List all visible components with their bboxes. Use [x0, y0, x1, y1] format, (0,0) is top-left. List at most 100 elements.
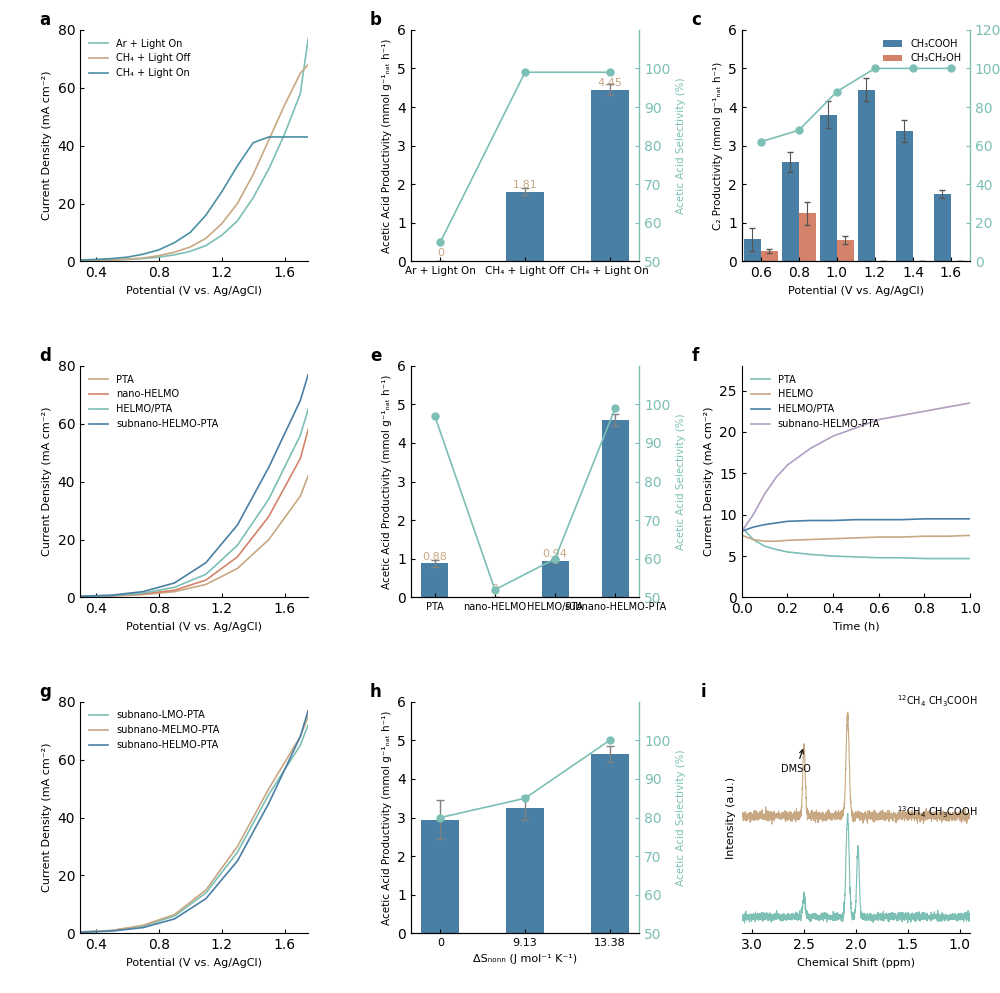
PTA — [137, 589, 149, 601]
Y-axis label: Acetic Acid Selectivity (%): Acetic Acid Selectivity (%) — [676, 413, 686, 550]
Bar — [542, 561, 569, 598]
PTA — [850, 551, 862, 563]
Text: c: c — [692, 11, 701, 29]
nano-HELMO — [105, 590, 117, 602]
PTA — [964, 552, 976, 564]
Text: DMSO: DMSO — [781, 750, 811, 774]
Ar + Light On — [153, 251, 165, 263]
Line: HELMO: HELMO — [742, 535, 970, 541]
subnano-HELMO-PTA — [302, 368, 314, 380]
Ar + Light On — [90, 254, 102, 266]
Legend: PTA, nano-HELMO, HELMO/PTA, subnano-HELMO-PTA: PTA, nano-HELMO, HELMO/PTA, subnano-HELM… — [85, 370, 222, 433]
Y-axis label: Current Density (mA cm⁻²): Current Density (mA cm⁻²) — [42, 71, 52, 220]
HELMO/PTA — [168, 581, 180, 593]
subnano-MELMO-PTA — [74, 926, 86, 938]
Ar + Light On — [168, 249, 180, 261]
Bar — [506, 808, 544, 933]
subnano-LMO-PTA — [231, 846, 243, 858]
subnano-HELMO-PTA — [770, 472, 782, 484]
CH₄ + Light Off — [121, 253, 133, 265]
X-axis label: Potential (V vs. Ag/AgCl): Potential (V vs. Ag/AgCl) — [126, 622, 262, 632]
HELMO/PTA — [918, 513, 930, 525]
subnano-MELMO-PTA — [263, 782, 275, 794]
X-axis label: Time (h): Time (h) — [833, 622, 879, 632]
CH₄ + Light On — [200, 210, 212, 221]
subnano-HELMO-PTA — [105, 589, 117, 601]
Text: 4.45: 4.45 — [597, 77, 622, 87]
subnano-HELMO-PTA — [200, 557, 212, 569]
HELMO/PTA — [964, 513, 976, 525]
HELMO/PTA — [850, 513, 862, 525]
subnano-HELMO-PTA — [105, 925, 117, 937]
Y-axis label: Intensity (a.u.): Intensity (a.u.) — [726, 777, 736, 859]
HELMO/PTA — [896, 513, 908, 525]
CH₄ + Light Off — [302, 59, 314, 71]
X-axis label: Potential (V vs. Ag/AgCl): Potential (V vs. Ag/AgCl) — [126, 958, 262, 968]
HELMO/PTA — [804, 514, 816, 526]
CH₄ + Light On — [74, 254, 86, 266]
Text: a: a — [39, 11, 50, 29]
CH₄ + Light Off — [90, 254, 102, 266]
subnano-LMO-PTA — [105, 924, 117, 936]
Text: 0: 0 — [491, 584, 498, 595]
HELMO — [804, 533, 816, 545]
Y-axis label: Acetic Acid Productivity (mmol g⁻¹ₙₐₜ h⁻¹): Acetic Acid Productivity (mmol g⁻¹ₙₐₜ h⁻… — [382, 39, 392, 253]
subnano-HELMO-PTA — [759, 489, 771, 500]
HELMO — [827, 532, 839, 544]
Line: Ar + Light On: Ar + Light On — [80, 39, 308, 260]
Bar — [744, 239, 761, 261]
HELMO — [918, 530, 930, 542]
HELMO — [781, 534, 793, 546]
subnano-HELMO-PTA — [74, 590, 86, 602]
Line: PTA: PTA — [742, 527, 970, 558]
subnano-MELMO-PTA — [294, 731, 306, 743]
subnano-LMO-PTA — [263, 788, 275, 800]
PTA — [781, 546, 793, 558]
Bar — [782, 162, 799, 261]
CH₄ + Light Off — [137, 252, 149, 264]
CH₄ + Light Off — [247, 169, 259, 181]
Ar + Light On — [216, 229, 228, 241]
subnano-HELMO-PTA — [850, 422, 862, 434]
Bar — [421, 819, 459, 933]
subnano-HELMO-PTA — [804, 443, 816, 455]
Y-axis label: Acetic Acid Selectivity (%): Acetic Acid Selectivity (%) — [676, 77, 686, 213]
HELMO/PTA — [137, 587, 149, 599]
CH₄ + Light On — [168, 236, 180, 248]
Text: $^{13}$CH$_4$ CH$_3$COOH: $^{13}$CH$_4$ CH$_3$COOH — [897, 804, 978, 820]
HELMO/PTA — [105, 590, 117, 602]
subnano-HELMO-PTA — [873, 414, 885, 426]
Y-axis label: Current Density (mA cm⁻²): Current Density (mA cm⁻²) — [704, 407, 714, 556]
HELMO — [759, 535, 771, 547]
CH₄ + Light On — [137, 248, 149, 260]
HELMO — [964, 529, 976, 541]
PTA — [747, 533, 759, 545]
HELMO — [736, 529, 748, 541]
HELMO/PTA — [736, 525, 748, 537]
PTA — [302, 470, 314, 482]
CH₄ + Light Off — [294, 68, 306, 79]
PTA — [941, 552, 953, 564]
Text: d: d — [39, 348, 51, 365]
subnano-HELMO-PTA — [137, 922, 149, 933]
Y-axis label: Acetic Acid Selectivity (%): Acetic Acid Selectivity (%) — [676, 750, 686, 886]
subnano-HELMO-PTA — [896, 409, 908, 421]
Legend: CH₃COOH, CH₃CH₂OH: CH₃COOH, CH₃CH₂OH — [879, 35, 965, 68]
Bar — [421, 563, 448, 598]
HELMO/PTA — [200, 568, 212, 580]
Legend: Ar + Light On, CH₄ + Light Off, CH₄ + Light On: Ar + Light On, CH₄ + Light Off, CH₄ + Li… — [85, 35, 194, 82]
CH₄ + Light Off — [279, 99, 291, 111]
PTA — [827, 550, 839, 562]
PTA — [263, 533, 275, 545]
Line: HELMO/PTA: HELMO/PTA — [80, 409, 308, 597]
subnano-HELMO-PTA — [168, 577, 180, 589]
HELMO/PTA — [231, 539, 243, 551]
subnano-HELMO-PTA — [294, 731, 306, 743]
Line: PTA: PTA — [80, 476, 308, 597]
CH₄ + Light On — [90, 253, 102, 265]
Line: subnano-MELMO-PTA: subnano-MELMO-PTA — [80, 716, 308, 932]
PTA — [873, 552, 885, 564]
PTA — [105, 590, 117, 602]
Bar — [591, 754, 629, 933]
subnano-HELMO-PTA — [781, 459, 793, 471]
